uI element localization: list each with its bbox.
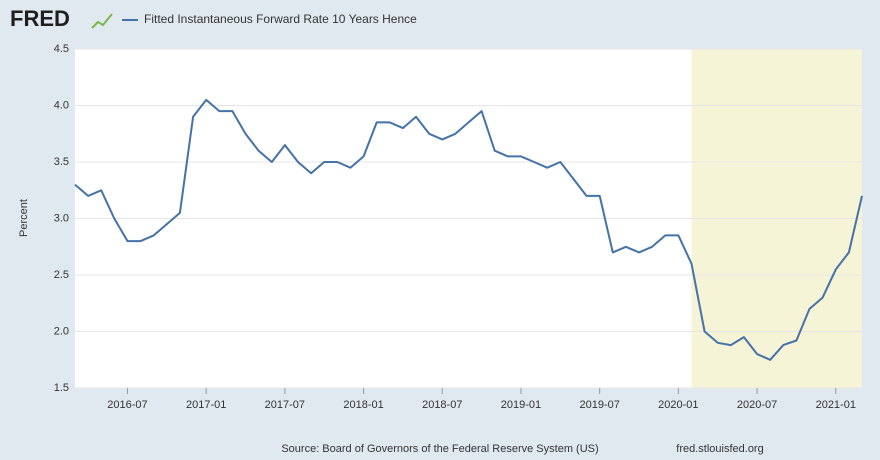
y-tick-label: 4.0 — [54, 99, 69, 111]
x-tick-label: 2020-01 — [658, 399, 698, 411]
logo-icon — [91, 13, 113, 29]
site: fred.stlouisfed.org — [676, 443, 763, 455]
x-tick-label: 2020-07 — [737, 399, 777, 411]
y-tick-label: 2.5 — [54, 269, 69, 281]
series-line — [74, 98, 863, 361]
source: Source: Board of Governors of the Federa… — [281, 443, 598, 455]
y-tick-label: 3.0 — [54, 212, 69, 224]
y-tick-label: 2.0 — [54, 325, 69, 337]
x-tick-label: 2017-01 — [186, 399, 226, 411]
y-tick-label: 1.5 — [54, 382, 69, 394]
x-tick-label: 2019-01 — [501, 399, 541, 411]
x-tick-label: 2019-07 — [579, 399, 619, 411]
x-tick-label: 2021-01 — [816, 399, 856, 411]
x-tick-label: 2017-07 — [265, 399, 305, 411]
logo: FRED — [10, 6, 70, 31]
x-tick-label: 2016-07 — [107, 399, 147, 411]
y-axis-label: Percent — [18, 199, 30, 237]
legend-label: Fitted Instantaneous Forward Rate 10 Yea… — [144, 12, 417, 26]
y-tick-label: 4.5 — [54, 43, 69, 55]
x-tick-label: 2018-01 — [343, 399, 383, 411]
x-tick-label: 2018-07 — [422, 399, 462, 411]
y-tick-label: 3.5 — [54, 156, 69, 168]
